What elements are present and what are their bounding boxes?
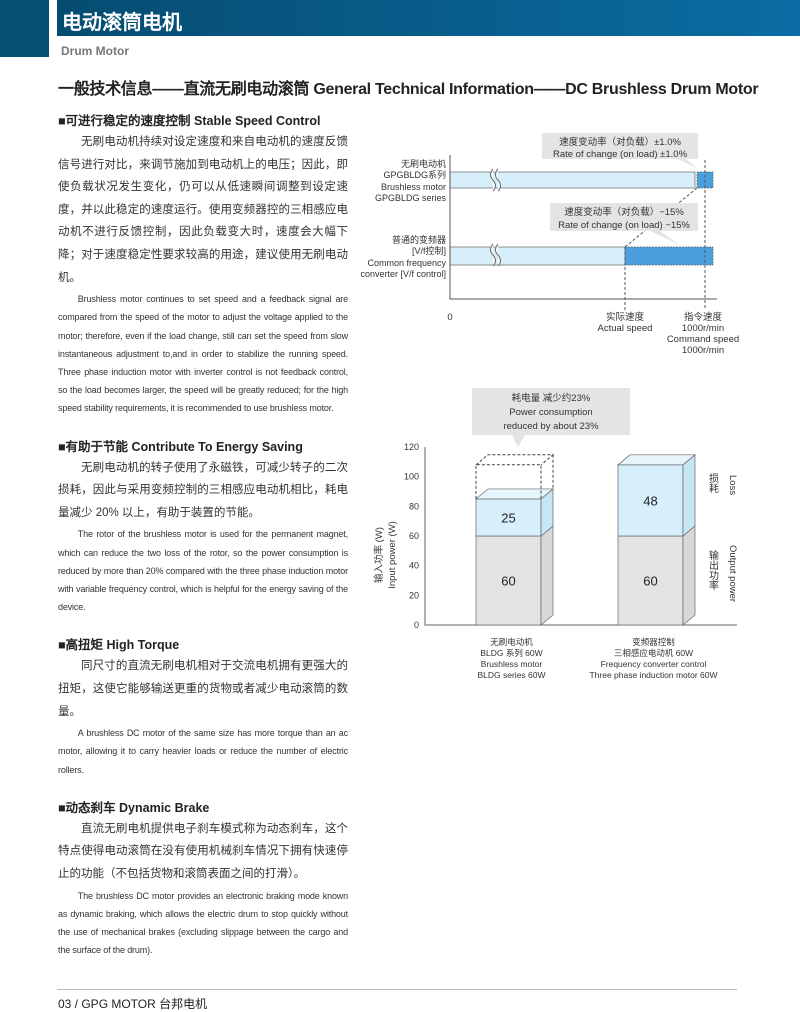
section-speed-control: ■可进行稳定的速度控制 Stable Speed Control 无刷电动机持续… <box>58 110 348 418</box>
row2-label: 普通的变频器 <box>392 234 446 245</box>
command-speed-label: 1000r/min <box>682 323 724 334</box>
power-consumption-chart: 0 20 40 60 80 100 120 输入功率 (W) Input power (W) 60… <box>373 388 738 680</box>
section-dynamic-brake: ■动态刹车 Dynamic Brake 直流无刷电机提供电子刹车模式称为动态刹车… <box>58 797 348 960</box>
bar-segment <box>475 535 542 626</box>
callout2-cn: 速度变动率（对负载）−15% <box>564 206 684 218</box>
row1-label: Brushless motor <box>381 182 446 192</box>
section-text-en: Brushless motor continues to set speed a… <box>58 294 348 414</box>
section-text-en: The brushless DC motor provides an elect… <box>58 890 348 956</box>
row1-label: GPGBLDG series <box>375 193 447 203</box>
callout-bubble <box>472 388 630 447</box>
section-title: ■有助于节能 Contribute To Energy Saving <box>58 439 303 454</box>
y-tick-label: 20 <box>409 590 419 600</box>
category-label: BLDG series 60W <box>477 670 545 680</box>
bar-segment <box>617 535 684 626</box>
category-label: BLDG 系列 60W <box>480 648 542 658</box>
row1-label: GPGBLDG系列 <box>383 169 446 180</box>
axes <box>449 155 717 300</box>
converter-speed-bar <box>449 246 626 266</box>
row2-label: [V/f控制] <box>412 245 446 256</box>
actual-speed-label: 实际速度 <box>606 311 645 323</box>
category-label: Three phase induction motor 60W <box>589 670 717 680</box>
bar-side <box>682 454 696 537</box>
y-tick-label: 80 <box>409 501 419 511</box>
callout-text: reduced by about 23% <box>503 421 599 432</box>
y-tick-label: 40 <box>409 561 419 571</box>
y-tick-label: 120 <box>404 442 419 452</box>
break-mark-icon <box>490 168 501 267</box>
callout1-en: Rate of change (on load) ±1.0% <box>553 149 688 160</box>
bar-side <box>682 525 696 626</box>
section-energy-saving: ■有助于节能 Contribute To Energy Saving 无刷电动机… <box>58 436 348 617</box>
section-title: ■高扭矩 High Torque <box>58 638 180 653</box>
bar-top <box>475 488 554 500</box>
y-axis-label: Input power (W) <box>387 521 398 589</box>
header-bar <box>57 0 800 36</box>
row2-label: Common frequency <box>367 258 446 268</box>
page-title: 一般技术信息——直流无刷电动滚筒 General Technical Infor… <box>58 81 759 98</box>
legend-output-cn: 输出功率 <box>707 549 719 591</box>
converter-variation-band <box>624 246 714 266</box>
callout1-cn: 速度变动率（对负载）±1.0% <box>559 136 681 148</box>
section-text-en: A brushless DC motor of the same size ha… <box>58 728 348 775</box>
bar-side <box>540 525 554 626</box>
section-text-cn: 无刷电动机持续对设定速度和来自电动机的速度反馈信号进行对比，来调节施加到电动机上… <box>58 136 348 284</box>
section-text-cn: 直流无刷电机提供电子刹车模式称为动态刹车，这个特点使得电动滚筒在没有使用机械刹车… <box>58 822 348 880</box>
y-axis-label: 输入功率 (W) <box>373 527 385 583</box>
category-label: Frequency converter control <box>601 659 707 669</box>
y-tick-label: 100 <box>404 472 419 482</box>
section-high-torque: ■高扭矩 High Torque 同尺寸的直流无刷电机相对于交流电机拥有更强大的… <box>58 634 348 778</box>
section-title: ■动态刹车 Dynamic Brake <box>58 800 210 815</box>
data-label: 48 <box>643 493 657 508</box>
row2-label: converter [V/f control] <box>360 269 446 279</box>
category-label: 无刷电动机 <box>490 637 533 647</box>
category-label: Brushless motor <box>481 659 543 669</box>
command-speed-label: Command speed <box>667 334 739 345</box>
speed-diagram: 无刷电动机 GPGBLDG系列 Brushless motor GPGBLDG … <box>360 133 739 356</box>
callout-text: Power consumption <box>509 407 592 418</box>
legend-loss-cn: 损耗 <box>707 472 719 494</box>
header-block <box>0 0 49 57</box>
zero-label: 0 <box>447 312 452 323</box>
footer-divider <box>57 989 737 990</box>
dashed-reference-bar <box>475 454 555 499</box>
bar-top <box>617 454 696 466</box>
command-speed-label: 指令速度 <box>684 311 723 323</box>
row1-label: 无刷电动机 <box>401 158 446 169</box>
data-label: 25 <box>501 510 515 525</box>
callout-converter <box>550 203 698 245</box>
callout-text: 耗电量 减少约23% <box>512 392 591 404</box>
data-label: 60 <box>501 574 515 589</box>
callout-brushless <box>542 133 698 169</box>
callout2-en: Rate of change (on load) −15% <box>558 220 690 231</box>
legend-loss-en: Loss <box>727 475 738 495</box>
section-text-cn: 无刷电动机的转子使用了永磁铁，可减少转子的二次损耗，因此与采用变频控制的三相感应… <box>58 461 348 519</box>
y-tick-label: 60 <box>409 531 419 541</box>
category-label: 变频器控制 <box>632 637 675 647</box>
actual-speed-label: Actual speed <box>598 323 653 334</box>
command-speed-label: 1000r/min <box>682 345 724 356</box>
header-subtitle: Drum Motor <box>61 44 129 58</box>
legend-output-en: Output power <box>727 545 738 602</box>
footer-text: 03 / GPG MOTOR 台邦电机 <box>58 997 208 1011</box>
brushless-speed-bar <box>449 171 696 189</box>
header-title: 电动滚筒电机 <box>62 12 182 34</box>
data-label: 60 <box>643 574 657 589</box>
section-title: ■可进行稳定的速度控制 Stable Speed Control <box>58 114 321 128</box>
section-text-en: The rotor of the brushless motor is used… <box>58 529 348 613</box>
y-tick-label: 0 <box>414 620 419 630</box>
text-column: ■可进行稳定的速度控制 Stable Speed Control 无刷电动机持续… <box>58 110 348 977</box>
category-label: 三相感应电动机 60W <box>614 648 693 658</box>
section-text-cn: 同尺寸的直流无刷电机相对于交流电机拥有更强大的扭矩，这使它能够输送更重的货物或者… <box>58 660 348 718</box>
